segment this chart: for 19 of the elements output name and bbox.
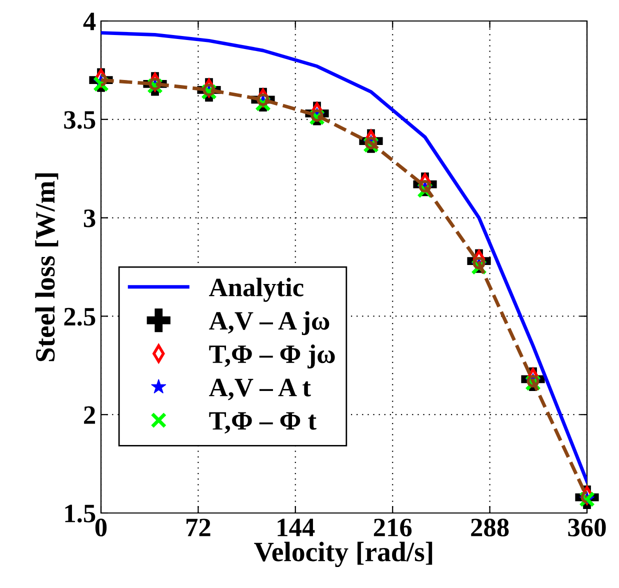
legend-label: Analytic	[209, 278, 304, 302]
y-axis-title: Steel loss [W/m]	[35, 173, 58, 362]
legend-label: T,Φ – Φ jω	[209, 344, 335, 368]
legend-label: T,Φ – Φ t	[209, 412, 316, 434]
x-tick-label: 0	[95, 518, 107, 536]
y-tick-label: 2.5	[64, 308, 96, 326]
x-tick-label: 72	[186, 518, 210, 536]
y-tick-label: 4	[83, 12, 96, 30]
x-tick-label: 288	[471, 518, 509, 536]
x-tick-label: 360	[568, 518, 606, 536]
legend-label: A,V – A jω	[209, 311, 330, 336]
legend-label: A,V – A t	[209, 378, 311, 400]
y-tick-label: 1.5	[65, 504, 96, 523]
x-tick-label: 144	[278, 518, 315, 536]
y-tick-label: 3	[84, 209, 96, 228]
x-tick-label: 216	[374, 518, 412, 536]
y-tick-label: 3.5	[64, 111, 96, 129]
x-axis-title: Velocity [rad/s]	[254, 542, 432, 568]
y-tick-label: 2	[84, 406, 96, 424]
